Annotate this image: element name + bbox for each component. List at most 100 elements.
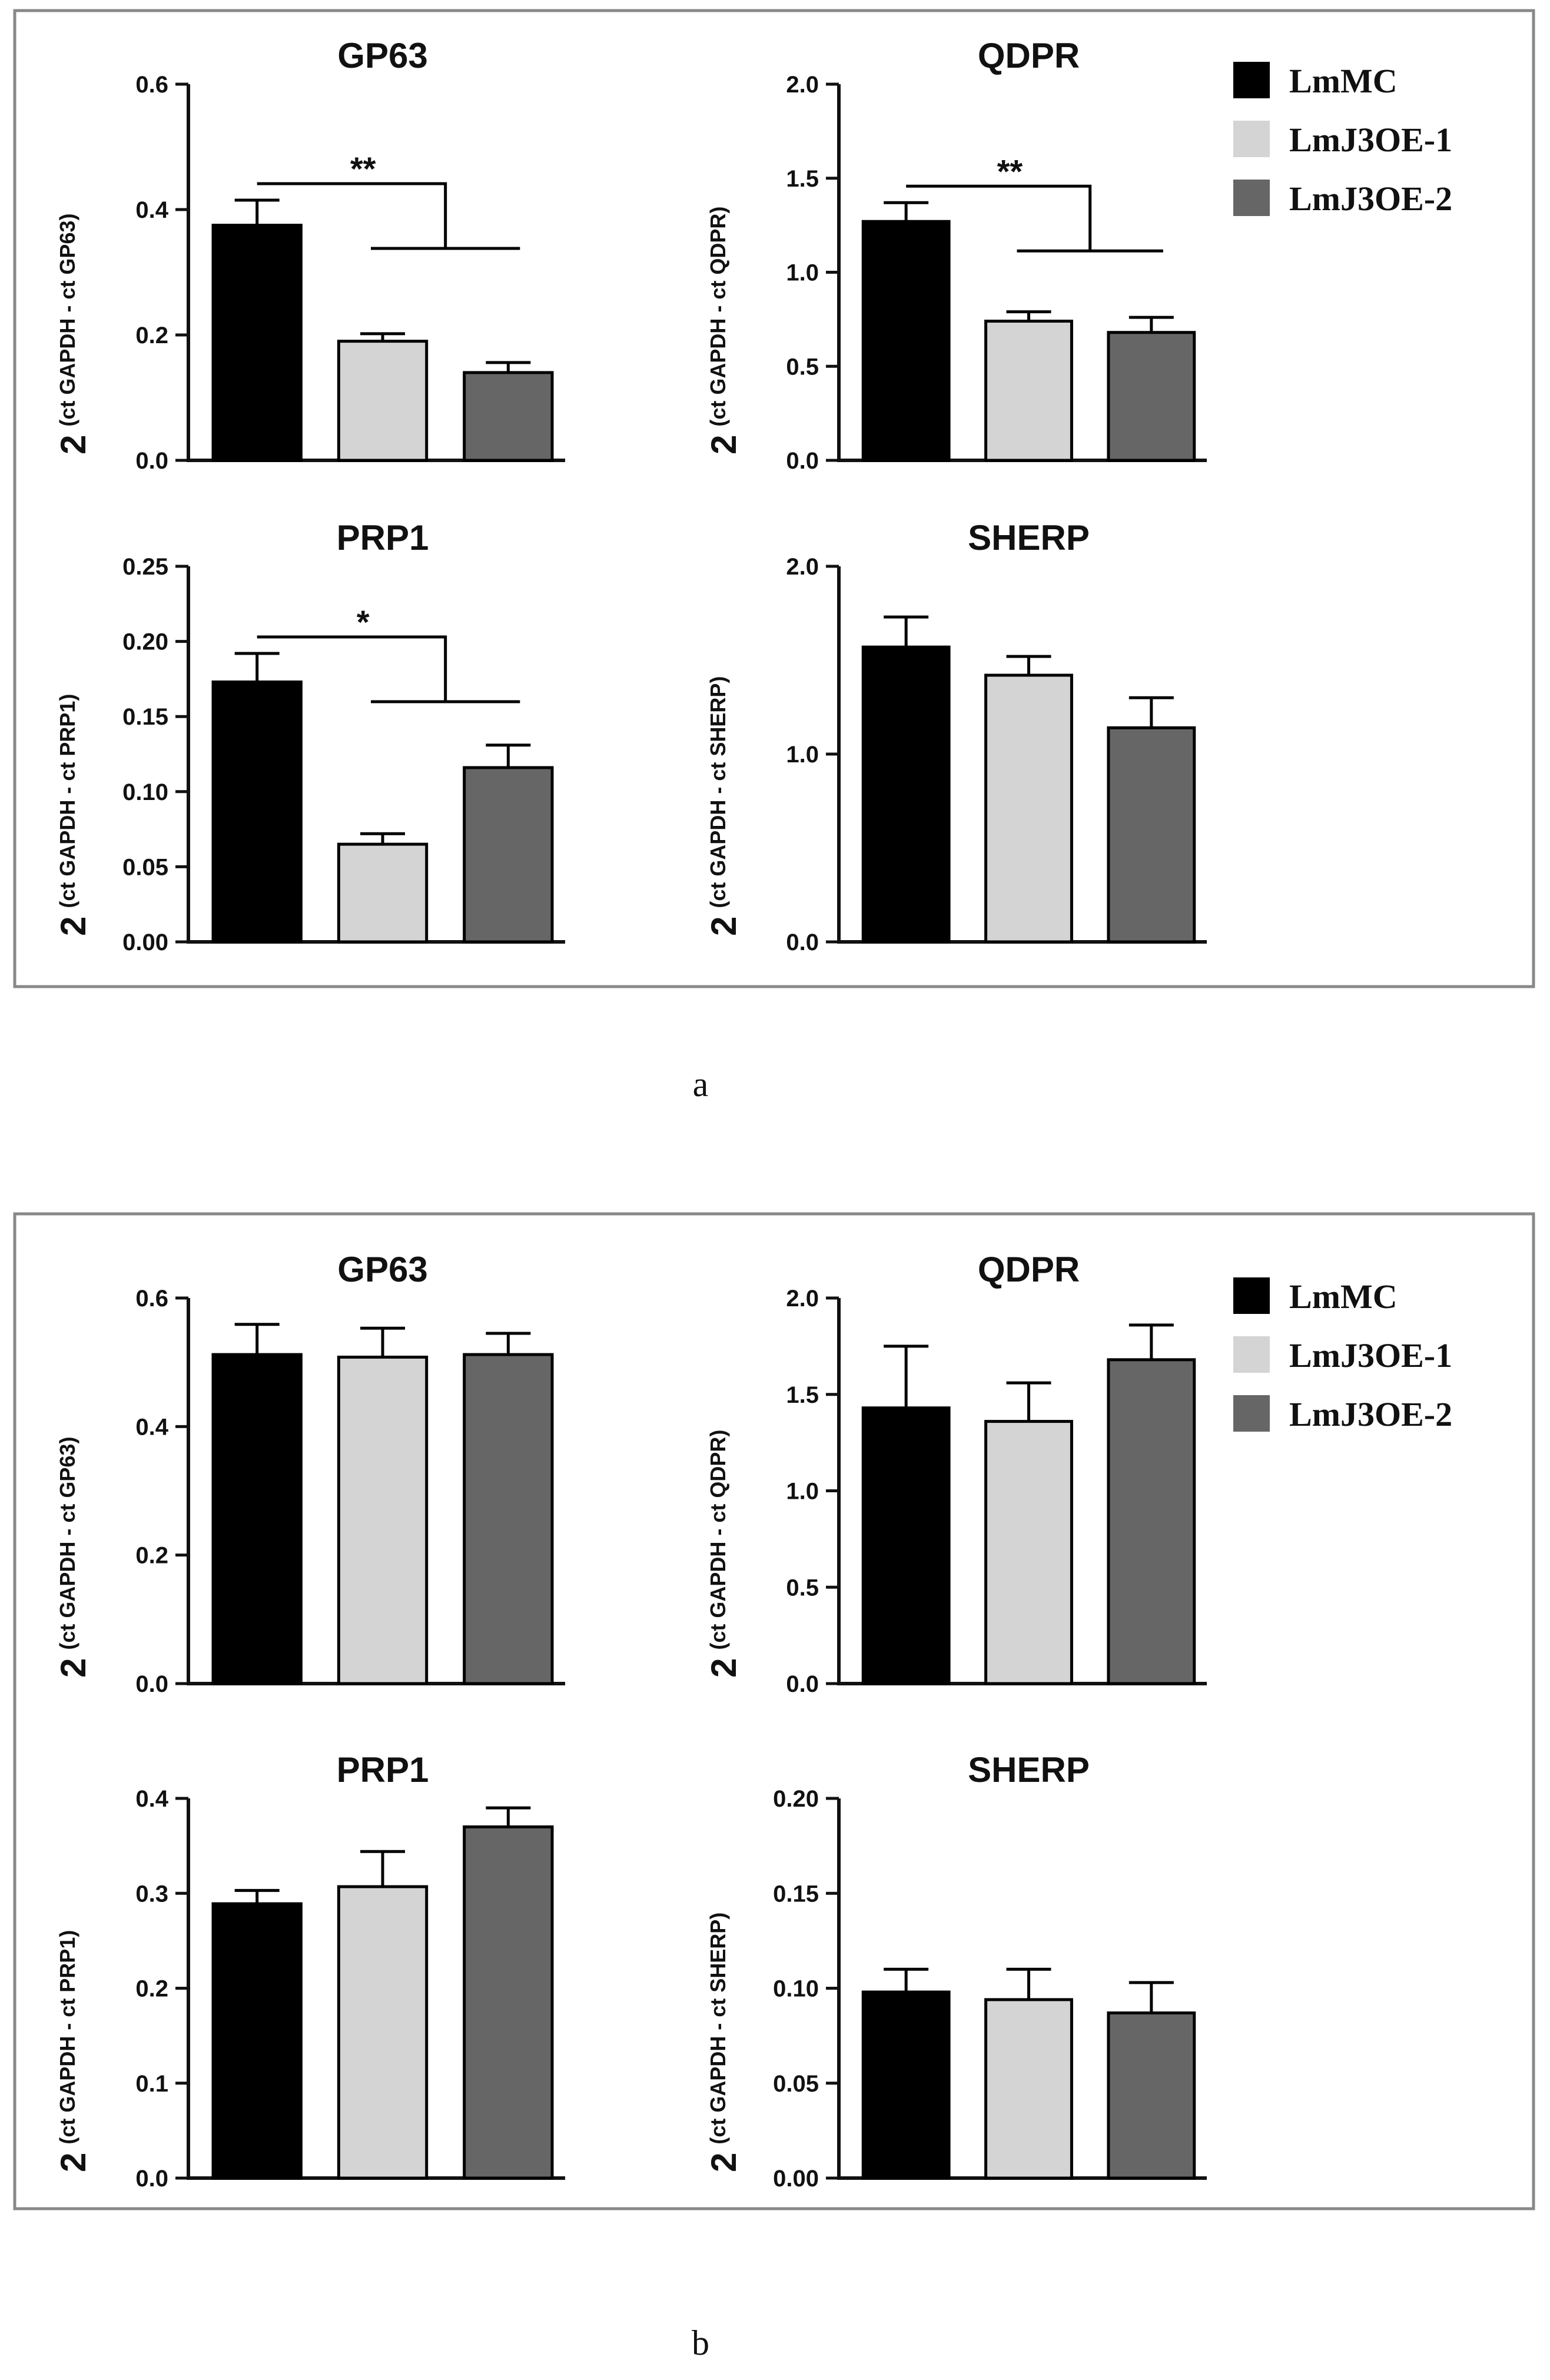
chart-b-prp1: PRP1 0.0 0.1 0.2 0.3 0.4 2 (ct GAPDH - ct PRP1) [54,1750,565,2192]
y-label-exponent: (ct GAPDH - ct PRP1) [55,694,79,908]
chart-a-prp1: PRP1 0.00 0.05 0.10 0.15 0.20 0.25 2 (ct GAPDH -… [54,518,565,955]
bar-lmj3oe-1 [337,1355,429,1685]
bar-lmmc [211,224,303,462]
chart-a-gp63: GP63 0.0 0.2 0.4 0.6 2 (ct GAPDH - ct GP63) ** [54,36,565,474]
y-tick-label: 0.05 [122,854,168,880]
panel-a-frame [13,9,1535,988]
chart-title: SHERP [968,1750,1090,1790]
bar-lmj3oe-2 [463,1353,554,1685]
legend-swatch-lmmc [1233,1277,1270,1314]
y-label-exponent: (ct GAPDH - ct PRP1) [55,1930,79,2145]
y-tick-label: 0.3 [135,1881,168,1907]
y-tick-label: 0.5 [786,1575,819,1601]
bar-lmmc [211,681,303,944]
y-tick-label: 0.20 [773,1786,819,1812]
bar-lmmc [861,220,951,462]
y-tick-label: 0.4 [135,1786,168,1812]
y-tick-label: 0.1 [135,2071,168,2097]
bar-lmj3oe-2 [1107,331,1196,462]
y-label-exponent: (ct GAPDH - ct SHERP) [706,676,730,908]
bar-lmj3oe-1 [337,340,429,462]
legend-swatch-lmmc [1233,62,1270,98]
significance-bracket [257,182,520,250]
y-tick-label: 1.0 [786,260,819,286]
legend-label: LmMC [1289,1277,1398,1316]
y-tick-label: 0.2 [135,1543,168,1569]
legend-a: LmMC LmJ3OE-1 LmJ3OE-2 [1233,62,1452,218]
y-label-exponent: (ct GAPDH - ct GP63) [55,214,79,427]
y-label-base: 2 [704,917,744,936]
chart-title: PRP1 [337,1750,429,1790]
bar-lmj3oe-1 [984,1420,1073,1685]
bar-lmj3oe-1 [984,320,1073,462]
y-tick-label: 0.0 [786,930,819,955]
bar-lmj3oe-1 [984,673,1073,944]
y-tick-label: 0.15 [122,704,168,730]
chart-title: SHERP [968,518,1090,557]
y-tick-label: 0.5 [786,354,819,380]
y-tick-label: 0.0 [135,448,168,474]
y-tick-label: 0.0 [135,2166,168,2192]
bar-lmj3oe-2 [463,371,554,462]
y-tick-label: 0.2 [135,1976,168,2002]
chart-a-sherp: SHERP 0.0 1.0 2.0 2 (ct GAPDH - ct SHERP) [704,518,1207,955]
y-axis-label: 2 (ct GAPDH - ct PRP1) [54,1930,93,2172]
legend-swatch-lmj3oe-1 [1233,1336,1270,1373]
significance-bracket [906,184,1163,253]
y-tick-label: 0.10 [773,1976,819,2002]
bar-lmj3oe-2 [463,1825,554,2180]
significance-bracket [257,635,520,703]
legend-swatch-lmj3oe-2 [1233,180,1270,216]
y-label-base: 2 [704,2153,744,2172]
legend-label: LmMC [1289,62,1398,100]
y-tick-label: 1.0 [786,742,819,768]
bar-lmmc [861,1406,951,1685]
y-label-exponent: (ct GAPDH - ct QDPR) [706,207,730,427]
y-tick-label: 0.10 [122,779,168,805]
chart-title: QDPR [978,36,1080,75]
y-tick-label: 1.5 [786,166,819,192]
panel-b-frame [13,1212,1535,2210]
significance-marker: ** [997,152,1023,190]
y-axis-label: 2 (ct GAPDH - ct SHERP) [704,676,744,936]
legend-label: LmJ3OE-1 [1289,121,1452,159]
y-tick-label: 0.6 [135,72,168,98]
y-axis-label: 2 (ct GAPDH - ct QDPR) [704,207,744,454]
y-tick-label: 0.4 [135,197,168,223]
chart-title: PRP1 [337,518,429,557]
chart-title: QDPR [978,1250,1080,1289]
y-tick-label: 2.0 [786,554,819,580]
chart-title: GP63 [337,36,427,75]
y-tick-label: 0.25 [122,554,168,580]
y-label-exponent: (ct GAPDH - ct QDPR) [706,1430,730,1650]
y-label-exponent: (ct GAPDH - ct GP63) [55,1437,79,1650]
y-tick-label: 2.0 [786,72,819,98]
y-tick-label: 0.05 [773,2071,819,2097]
caption-a: a [693,1065,709,1104]
y-tick-label: 0.00 [773,2166,819,2192]
bar-lmj3oe-2 [1107,726,1196,944]
legend-b: LmMC LmJ3OE-1 LmJ3OE-2 [1233,1277,1452,1433]
y-label-base: 2 [704,435,744,454]
y-axis-label: 2 (ct GAPDH - ct PRP1) [54,694,93,936]
chart-b-gp63: GP63 0.0 0.2 0.4 0.6 2 (ct GAPDH - ct GP63) [54,1250,565,1697]
y-label-base: 2 [54,435,93,454]
y-label-base: 2 [54,917,93,936]
y-label-base: 2 [704,1658,744,1678]
legend-swatch-lmj3oe-1 [1233,121,1270,157]
bar-lmmc [211,1902,303,2180]
y-tick-label: 2.0 [786,1286,819,1312]
y-tick-label: 0.4 [135,1414,168,1440]
y-axis-label: 2 (ct GAPDH - ct SHERP) [704,1913,744,2172]
y-tick-label: 0.6 [135,1286,168,1312]
y-label-exponent: (ct GAPDH - ct SHERP) [706,1913,730,2145]
bar-lmj3oe-1 [984,1998,1073,2180]
chart-a-qdpr: QDPR 0.0 0.5 1.0 1.5 2.0 2 (ct GAPDH - ct QDPR)… [704,36,1207,474]
bar-lmj3oe-2 [1107,2011,1196,2180]
y-tick-label: 0.00 [122,930,168,955]
y-tick-label: 0.0 [135,1671,168,1697]
significance-marker: * [357,603,370,640]
y-axis-label: 2 (ct GAPDH - ct GP63) [54,1437,93,1678]
